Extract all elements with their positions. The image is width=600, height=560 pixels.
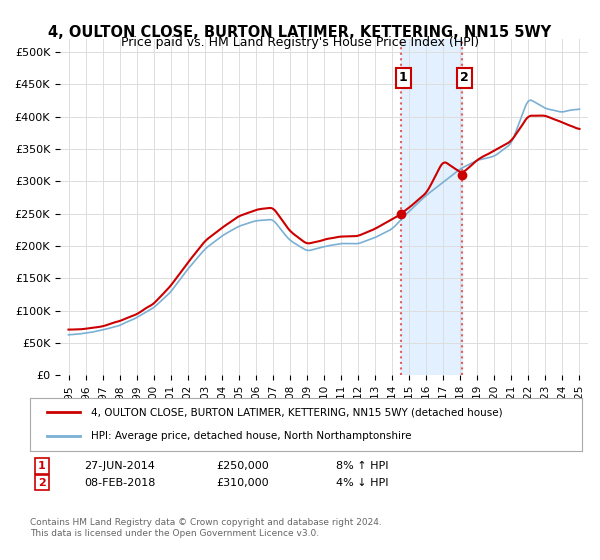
Text: 2: 2: [460, 72, 469, 85]
Text: 08-FEB-2018: 08-FEB-2018: [84, 478, 155, 488]
Text: 2: 2: [38, 478, 46, 488]
Text: £310,000: £310,000: [216, 478, 269, 488]
Text: 27-JUN-2014: 27-JUN-2014: [84, 461, 155, 471]
Text: 4, OULTON CLOSE, BURTON LATIMER, KETTERING, NN15 5WY: 4, OULTON CLOSE, BURTON LATIMER, KETTERI…: [49, 25, 551, 40]
Text: 4, OULTON CLOSE, BURTON LATIMER, KETTERING, NN15 5WY (detached house): 4, OULTON CLOSE, BURTON LATIMER, KETTERI…: [91, 408, 502, 418]
Text: Contains HM Land Registry data © Crown copyright and database right 2024.
This d: Contains HM Land Registry data © Crown c…: [30, 518, 382, 538]
Text: 8% ↑ HPI: 8% ↑ HPI: [336, 461, 389, 471]
Text: HPI: Average price, detached house, North Northamptonshire: HPI: Average price, detached house, Nort…: [91, 431, 411, 441]
Text: Price paid vs. HM Land Registry's House Price Index (HPI): Price paid vs. HM Land Registry's House …: [121, 36, 479, 49]
Bar: [401, 39, 462, 375]
Text: 1: 1: [38, 461, 46, 471]
Text: £250,000: £250,000: [216, 461, 269, 471]
Text: 4% ↓ HPI: 4% ↓ HPI: [336, 478, 389, 488]
Text: 1: 1: [399, 72, 407, 85]
